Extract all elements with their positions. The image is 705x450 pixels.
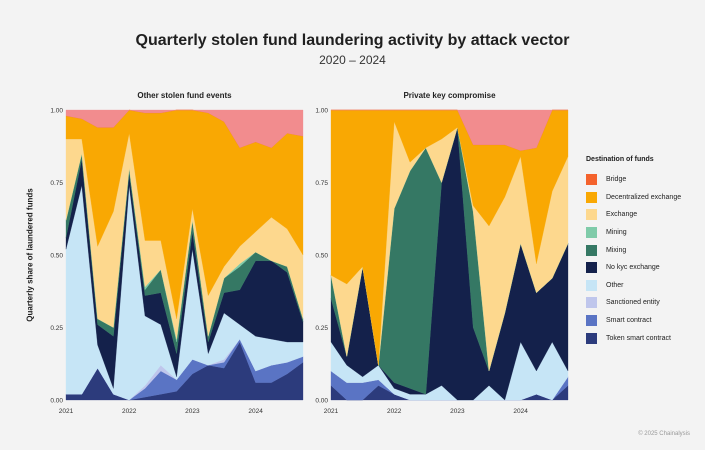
y-tick-label: 0.75 (315, 180, 328, 187)
y-tick-label: 0.50 (315, 253, 328, 260)
y-tick-label: 1.00 (315, 108, 328, 115)
legend-item-bridge: Bridge (586, 171, 681, 189)
chart-title: Quarterly stolen fund laundering activit… (135, 32, 570, 49)
legend-label: Mining (606, 229, 627, 237)
legend-label: Bridge (606, 176, 627, 184)
legend-swatch (586, 174, 597, 186)
credit-text: © 2025 Chainalysis (638, 431, 690, 437)
x-tick-label: 2023 (185, 408, 200, 415)
chart-subtitle: 2020 – 2024 (319, 53, 386, 67)
x-tick-label: 2022 (387, 408, 402, 415)
x-tick-label: 2022 (122, 408, 137, 415)
y-tick-label: 0.75 (50, 180, 63, 187)
legend-label: Sanctioned entity (606, 299, 660, 307)
x-tick-label: 2021 (59, 408, 74, 415)
legend-swatch (586, 244, 597, 256)
legend: Destination of funds Bridge Decentralized… (586, 156, 681, 347)
y-tick-label: 0.50 (50, 253, 63, 260)
legend-title: Destination of funds (586, 156, 654, 163)
legend-swatch (586, 279, 597, 291)
y-tick-label: 0.00 (315, 398, 328, 405)
panel-title-other-events: Other stolen fund events (137, 91, 232, 100)
y-tick-label: 0.25 (315, 325, 328, 332)
legend-label: No kyc exchange (606, 264, 660, 272)
legend-label: Token smart contract (606, 334, 671, 342)
x-tick-label: 2023 (450, 408, 465, 415)
legend-label: Decentralized exchange (606, 193, 682, 201)
x-tick-label: 2021 (324, 408, 339, 415)
legend-item-token-smart-contract: Token smart contract (586, 329, 681, 347)
panel-1-areas (65, 109, 304, 401)
legend-swatch (586, 315, 597, 327)
legend-label: Other (606, 281, 624, 289)
legend-swatch (586, 332, 597, 344)
area-remainder (331, 109, 568, 151)
panel-title-private-key: Private key compromise (403, 91, 496, 100)
legend-item-decentralized-exchange: Decentralized exchange (586, 189, 681, 207)
y-tick-label: 1.00 (50, 108, 63, 115)
legend-item-mining: Mining (586, 224, 681, 242)
legend-swatch (586, 191, 597, 203)
x-tick-label: 2024 (513, 408, 528, 415)
panel-2-areas (330, 109, 569, 401)
legend-item-mixing: Mixing (586, 241, 681, 259)
legend-swatch (586, 297, 597, 309)
legend-label: Mixing (606, 246, 627, 254)
area-remainder (65, 109, 304, 148)
legend-item-sanctioned-entity: Sanctioned entity (586, 294, 681, 312)
y-tick-label: 0.00 (50, 398, 63, 405)
legend-swatch (586, 262, 597, 274)
x-tick-label: 2024 (248, 408, 263, 415)
legend-item-other: Other (586, 277, 681, 295)
y-tick-label: 0.25 (50, 325, 63, 332)
legend-item-exchange: Exchange (586, 206, 681, 224)
legend-swatch (586, 209, 597, 221)
legend-items: Bridge Decentralized exchange Exchange Mini… (586, 171, 681, 347)
legend-swatch (586, 227, 597, 239)
legend-label: Exchange (606, 211, 638, 219)
legend-label: Smart contract (606, 317, 652, 325)
legend-item-smart-contract: Smart contract (586, 312, 681, 330)
legend-item-no-kyc-exchange: No kyc exchange (586, 259, 681, 277)
